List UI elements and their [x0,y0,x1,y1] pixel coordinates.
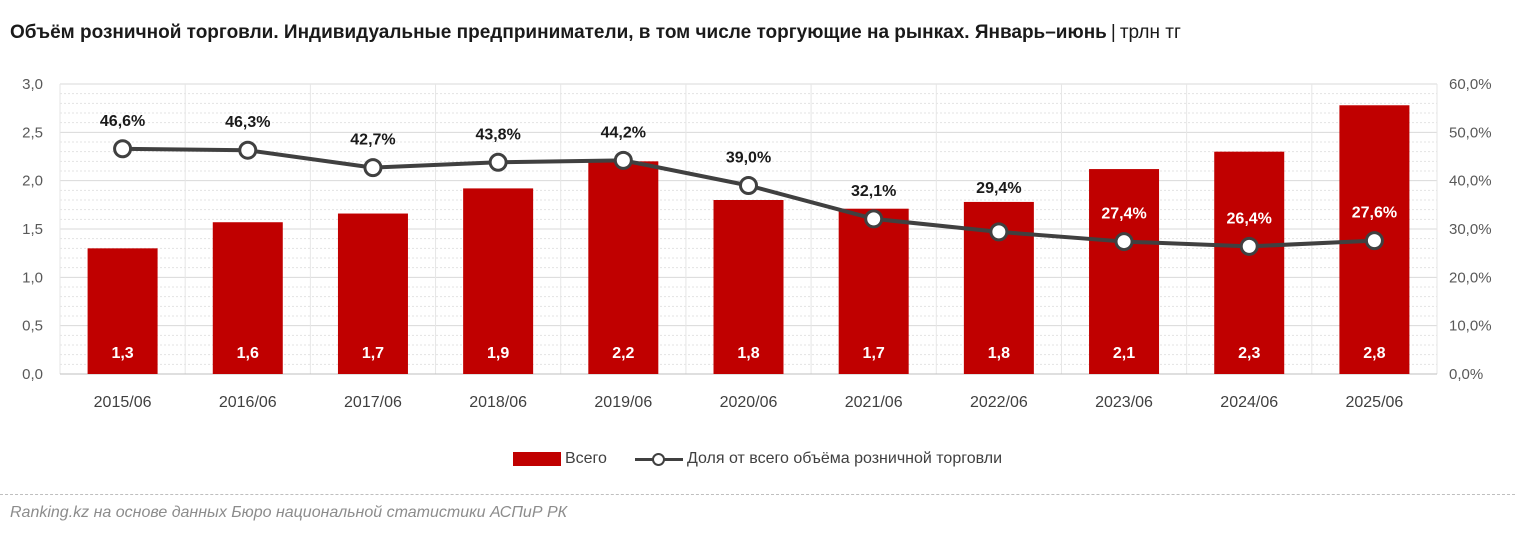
bar-value-label: 1,9 [487,345,509,362]
bar-value-label: 1,7 [362,345,384,362]
bar-value-label: 2,8 [1363,345,1385,362]
legend-line-swatch [634,452,683,466]
x-axis-tick-label: 2015/06 [94,394,152,411]
combo-chart: 0,0 0,5 1,0 1,5 2,0 2,5 3,0 0,0% 10,0% 20,0% 30,0%… [22,76,1492,411]
left-axis-tick-label: 0,5 [22,318,43,335]
bar-value-label: 2,3 [1238,345,1260,362]
share-marker [989,222,1009,242]
bar-value-label: 1,7 [863,345,885,362]
share-marker [488,152,508,172]
x-axis-tick-label: 2019/06 [594,394,652,411]
share-marker [613,150,633,170]
x-axis-tick-label: 2022/06 [970,394,1028,411]
right-axis-tick-label: 20,0% [1449,269,1492,286]
share-value-label: 44,2% [601,124,646,141]
share-value-label: 27,4% [1101,206,1146,223]
share-value-label: 32,1% [851,183,896,200]
bar [1089,169,1160,374]
bar [212,222,283,374]
bar [838,208,909,374]
share-value-label: 39,0% [726,150,771,167]
share-marker [1239,236,1259,256]
share-marker [238,140,258,160]
left-axis-tick-label: 1,0 [22,269,43,286]
share-marker [1114,232,1134,252]
x-axis-tick-label: 2024/06 [1220,394,1278,411]
bar-value-label: 1,8 [988,345,1010,362]
legend-label-total: Всего [564,450,607,467]
share-value-label: 46,3% [225,114,270,131]
left-axis-tick-label: 1,5 [22,221,43,238]
bar [337,213,408,374]
left-axis-tick-label: 2,0 [22,173,43,190]
x-axis-tick-label: 2020/06 [720,394,778,411]
legend-label-share: Доля от всего объёма розничной торговли [686,450,1002,467]
bar [87,248,158,374]
share-marker [113,139,133,159]
share-value-label: 27,6% [1352,205,1397,222]
right-axis-tick-label: 0,0% [1449,366,1483,383]
legend-item-total: Всего [512,450,607,468]
right-axis-tick-label: 60,0% [1449,76,1492,93]
share-marker [363,158,383,178]
title-separator: | [1110,22,1116,43]
x-axis-tick-label: 2016/06 [219,394,277,411]
title-unit: трлн тг [1119,22,1181,43]
bar-value-label: 2,2 [612,345,634,362]
title-main: Объём розничной торговли. Индивидуальные… [10,22,1107,43]
left-axis-tick-label: 0,0 [22,366,43,383]
left-axis-tick-label: 2,5 [22,124,43,141]
share-value-label: 26,4% [1227,210,1272,227]
chart-legend: Всего Доля от всего объёма розничной тор… [0,450,1515,468]
share-value-label: 29,4% [976,180,1021,197]
share-value-label: 43,8% [475,126,520,143]
share-marker [864,209,884,229]
left-axis-tick-label: 3,0 [22,76,43,93]
share-value-label: 46,6% [100,113,145,130]
x-axis-tick-label: 2021/06 [845,394,903,411]
legend-bar-swatch [512,452,561,466]
bar-value-label: 1,3 [111,345,133,362]
footer-divider [0,494,1515,495]
right-axis-tick-label: 40,0% [1449,173,1492,190]
x-axis-tick-label: 2018/06 [469,394,527,411]
right-axis-tick-label: 10,0% [1449,318,1492,335]
bar [463,188,534,374]
legend-item-share: Доля от всего объёма розничной торговли [634,450,1002,468]
x-axis-tick-label: 2025/06 [1345,394,1403,411]
share-value-label: 42,7% [350,132,395,149]
right-axis-tick-label: 50,0% [1449,124,1492,141]
bar-value-label: 1,6 [237,345,259,362]
share-marker [1364,231,1384,251]
bar [588,161,659,374]
share-marker [739,176,758,195]
bar-value-label: 1,8 [737,345,759,362]
chart-title: Объём розничной торговли. Индивидуальные… [10,22,1181,44]
right-axis-tick-label: 30,0% [1449,221,1492,238]
x-axis-tick-label: 2017/06 [344,394,402,411]
source-note: Ranking.kz на основе данных Бюро национа… [10,504,568,521]
bar [713,200,784,374]
x-axis-tick-label: 2023/06 [1095,394,1153,411]
bar [1214,151,1285,374]
bar-value-label: 2,1 [1113,345,1135,362]
